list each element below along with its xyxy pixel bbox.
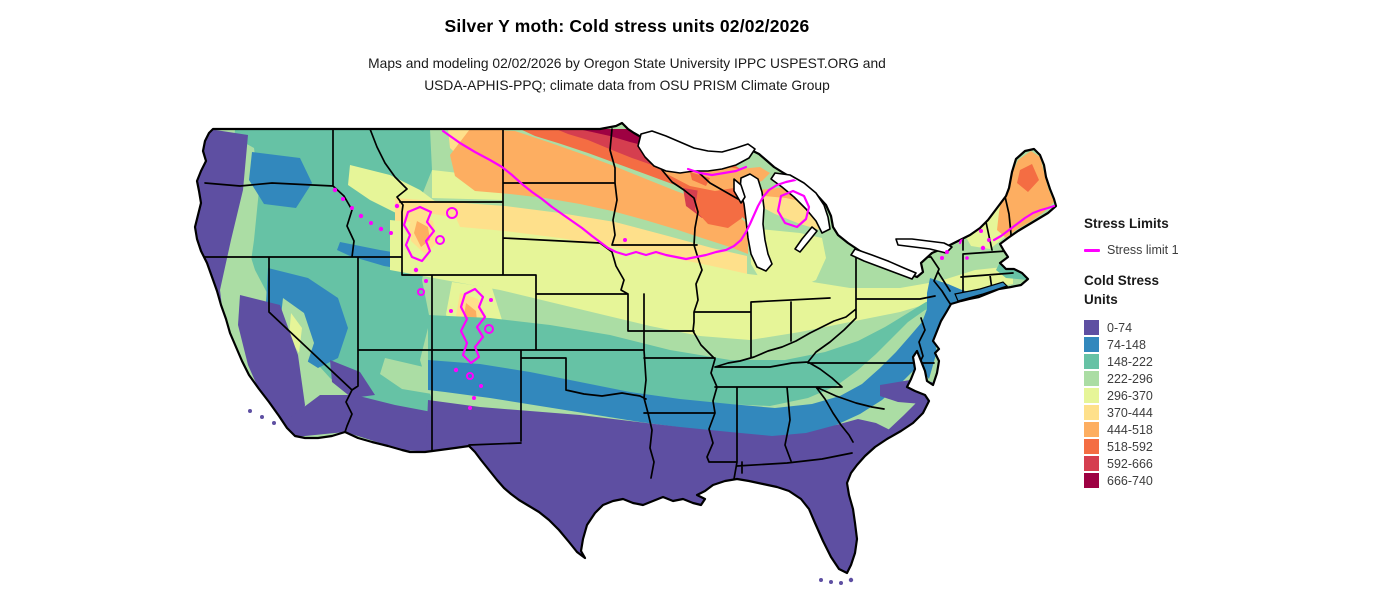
- lake-erie: [850, 248, 917, 280]
- class-color-swatch: [1084, 422, 1099, 437]
- stress-limits-title: Stress Limits: [1084, 216, 1169, 231]
- class-color-swatch: [1084, 405, 1099, 420]
- class-range-label: 444-518: [1107, 422, 1153, 437]
- class-range-label: 148-222: [1107, 354, 1153, 369]
- class-range-label: 0-74: [1107, 320, 1133, 335]
- legend-class-row: 148-222: [1084, 353, 1254, 370]
- class-color-swatch: [1084, 371, 1099, 386]
- legend-class-row: 370-444: [1084, 404, 1254, 421]
- cold-stress-units-title: Cold Stress Units: [1084, 273, 1160, 307]
- saginaw-bay: [794, 226, 818, 253]
- stress-limit-entry: Stress limit 1: [1084, 243, 1254, 257]
- islands: [248, 281, 1009, 585]
- map-header: Silver Y moth: Cold stress units 02/02/2…: [0, 16, 1254, 97]
- class-range-label: 296-370: [1107, 388, 1153, 403]
- legend-class-row: 666-740: [1084, 472, 1254, 489]
- map-subtitle: Maps and modeling 02/02/2026 by Oregon S…: [0, 53, 1254, 97]
- class-range-label: 74-148: [1107, 337, 1146, 352]
- class-color-swatch: [1084, 354, 1099, 369]
- lake-michigan: [739, 173, 773, 272]
- class-range-label: 222-296: [1107, 371, 1153, 386]
- class-range-label: 518-592: [1107, 439, 1153, 454]
- subtitle-line-2: USDA-APHIS-PPQ; climate data from OSU PR…: [424, 78, 830, 93]
- great-lakes: [637, 130, 953, 280]
- legend-class-row: 222-296: [1084, 370, 1254, 387]
- map-legend: Stress Limits Stress limit 1 Cold Stress…: [1084, 214, 1254, 489]
- legend-class-row: 0-74: [1084, 319, 1254, 336]
- page-title: Silver Y moth: Cold stress units 02/02/2…: [444, 16, 810, 36]
- long-island: [954, 281, 1009, 302]
- cold-stress-classes: 0-74 74-148 148-222 222-296 296-370 370-…: [1084, 319, 1254, 489]
- lake-huron: [770, 172, 831, 234]
- class-range-label: 370-444: [1107, 405, 1153, 420]
- lake-ontario: [895, 238, 953, 254]
- class-color-swatch: [1084, 473, 1099, 488]
- class-color-swatch: [1084, 388, 1099, 403]
- lake-superior: [637, 130, 756, 174]
- stress-limit-label: Stress limit 1: [1107, 243, 1179, 257]
- legend-class-row: 518-592: [1084, 438, 1254, 455]
- subtitle-line-1: Maps and modeling 02/02/2026 by Oregon S…: [368, 56, 886, 71]
- us-outline: [193, 121, 1058, 575]
- class-color-swatch: [1084, 456, 1099, 471]
- legend-class-row: 296-370: [1084, 387, 1254, 404]
- class-range-label: 592-666: [1107, 456, 1153, 471]
- class-color-swatch: [1084, 320, 1099, 335]
- legend-class-row: 444-518: [1084, 421, 1254, 438]
- legend-class-row: 74-148: [1084, 336, 1254, 353]
- class-range-label: 666-740: [1107, 473, 1153, 488]
- green-bay: [733, 178, 746, 204]
- legend-class-row: 592-666: [1084, 455, 1254, 472]
- class-color-swatch: [1084, 337, 1099, 352]
- stress-limit-line-swatch: [1084, 248, 1100, 252]
- class-color-swatch: [1084, 439, 1099, 454]
- state-borders: [195, 128, 1014, 480]
